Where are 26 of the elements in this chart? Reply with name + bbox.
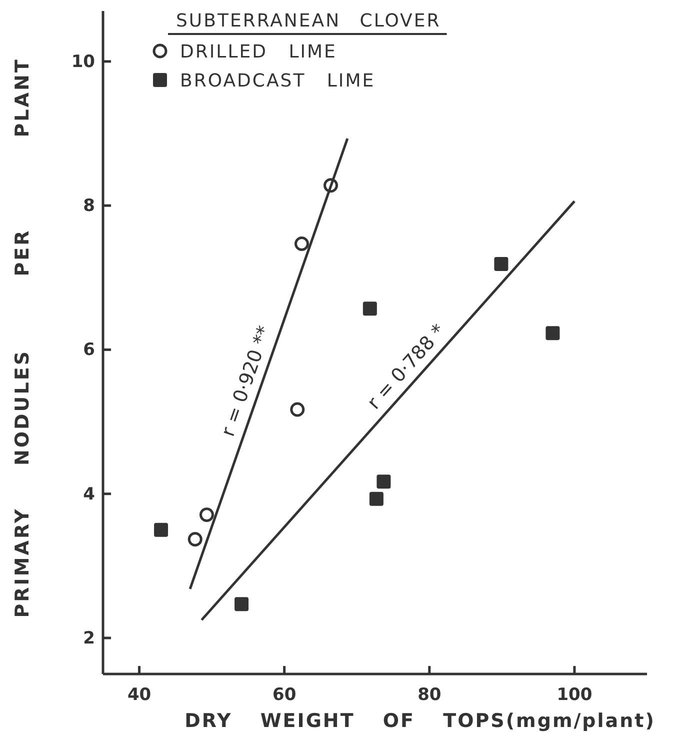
point xyxy=(294,236,309,252)
x-tick-label: 80 xyxy=(418,685,442,706)
y-tick-label: 8 xyxy=(83,196,95,216)
annotation: r = 0·920 ** xyxy=(216,323,276,440)
point xyxy=(494,256,508,271)
point xyxy=(369,492,384,506)
point xyxy=(154,522,168,537)
legend-title: SUBTERRANEAN CLOVER xyxy=(176,10,441,32)
legend-label: DRILLED LIME xyxy=(180,41,337,62)
point xyxy=(199,507,214,522)
point xyxy=(546,326,560,340)
legend-label: BROADCAST LIME xyxy=(180,70,376,92)
point xyxy=(188,532,202,546)
text: PRIMARY NODULES PER PLANT xyxy=(12,58,34,618)
y-tick-label: 4 xyxy=(83,484,96,504)
x-tick-label: 100 xyxy=(556,685,592,706)
point xyxy=(376,474,391,489)
point xyxy=(234,597,249,612)
x-tick-label: 40 xyxy=(127,685,152,706)
x-axis-title: DRY WEIGHT OF TOPS(mgm/plant) xyxy=(184,710,656,732)
y-tick-label: 2 xyxy=(83,628,95,648)
x-tick-label: 60 xyxy=(272,685,296,706)
y-tick-label: 6 xyxy=(83,340,95,360)
point xyxy=(290,402,305,417)
point xyxy=(362,302,377,316)
y-tick-label: 10 xyxy=(71,52,96,72)
